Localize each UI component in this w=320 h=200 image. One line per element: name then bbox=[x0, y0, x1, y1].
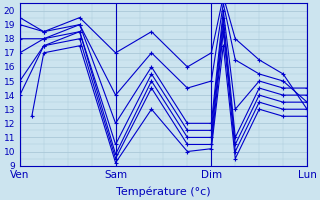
X-axis label: Température (°c): Température (°c) bbox=[116, 186, 211, 197]
